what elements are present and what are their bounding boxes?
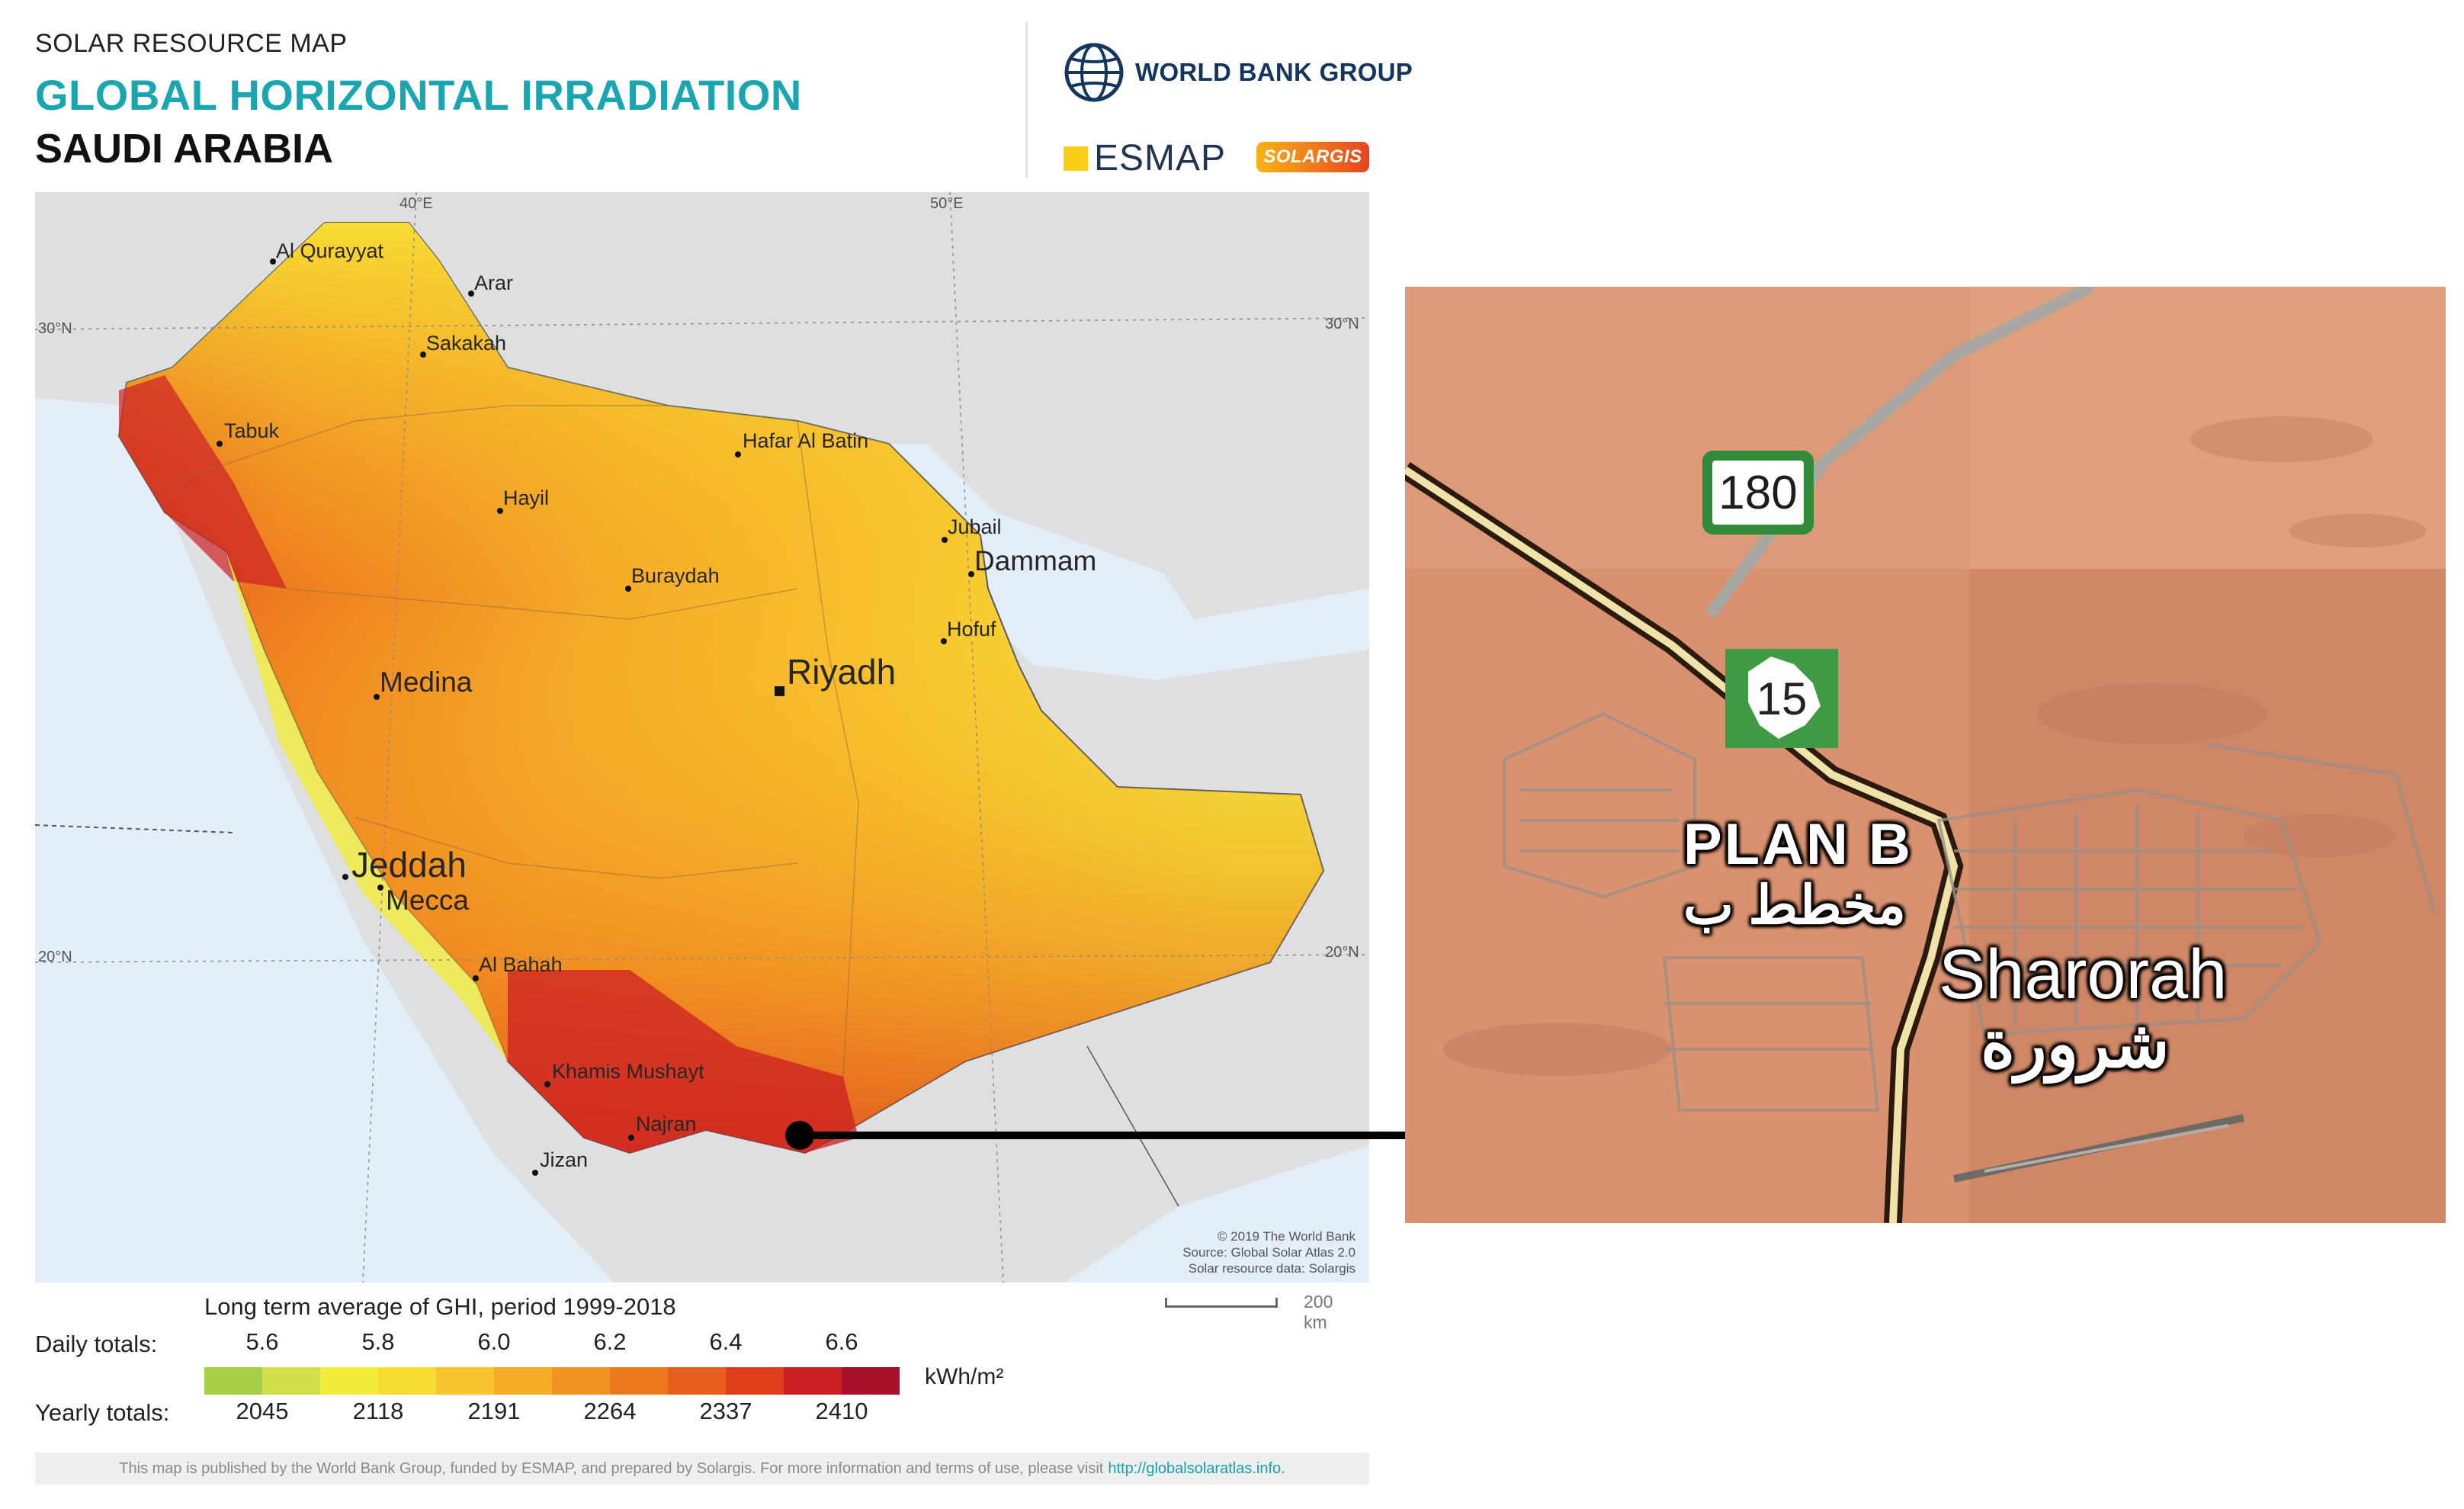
satellite-inset-map: 180 15 PLAN B مخطط ب Sharorah شرورة: [1405, 287, 2446, 1223]
city-khamis-mushayt: Khamis Mushayt: [552, 1060, 704, 1083]
coastal-plain: [226, 551, 508, 1061]
city-riyadh: Riyadh: [787, 652, 897, 692]
legend-swatch: [320, 1367, 378, 1395]
label-plan-b-arabic: مخطط ب: [1683, 875, 1906, 935]
label-plan-b: PLAN B: [1683, 812, 1913, 877]
legend-color-bar: [204, 1367, 900, 1395]
city-arar: Arar: [474, 271, 514, 294]
lat-label-30-left: 30°N: [38, 320, 72, 337]
persian-gulf: [858, 444, 1369, 680]
scale-bar-label: 200 km: [1304, 1292, 1333, 1332]
highway-15-number: 15: [1756, 673, 1808, 724]
map-title: GLOBAL HORIZONTAL IRRADIATION: [35, 71, 802, 119]
legend-swatch: [784, 1367, 842, 1395]
legend-daily-tick: 6.0: [477, 1328, 511, 1355]
header-divider: [1025, 21, 1028, 178]
arabian-sea: [1064, 1145, 1369, 1283]
city-al-qurayyat: Al Qurayyat: [276, 239, 384, 262]
city-sakakah: Sakakah: [426, 332, 507, 355]
highway-15-shield: 15: [1725, 649, 1838, 748]
hot-zone-southwest: [508, 970, 858, 1153]
solar-resource-map: 40°E 50°E 30°N 30°N 20°N 20°N Al Qurayya…: [35, 192, 1369, 1283]
legend-yearly-tick: 2118: [352, 1398, 404, 1424]
lat-label-20-right: 20°N: [1325, 944, 1359, 961]
map-graphic: [35, 192, 1369, 1283]
map-subtitle: SOLAR RESOURCE MAP: [35, 29, 348, 58]
legend-yearly-tick: 2045: [236, 1398, 289, 1424]
world-bank-text: WORLD BANK GROUP: [1135, 58, 1413, 86]
legend-daily-tick: 6.6: [825, 1328, 858, 1355]
legend-swatch: [726, 1367, 784, 1395]
legend-daily-tick: 5.6: [245, 1328, 279, 1355]
legend-daily-tick: 6.2: [593, 1328, 627, 1355]
legend-swatch: [262, 1367, 320, 1395]
city-tabuk: Tabuk: [224, 419, 280, 442]
lon-label-50: 50°E: [930, 195, 964, 212]
location-marker: [785, 1121, 814, 1150]
legend-unit: kWh/m²: [925, 1364, 1004, 1389]
solargis-logo: SOLARGIS: [1256, 142, 1369, 172]
esmap-logo: ESMAP: [1064, 137, 1226, 179]
label-sharorah: Sharorah: [1939, 936, 2228, 1013]
world-bank-logo: WORLD BANK GROUP: [1064, 38, 1413, 107]
legend-swatch: [552, 1367, 610, 1395]
esmap-square-icon: [1064, 146, 1088, 171]
city-mecca: Mecca: [386, 885, 469, 916]
legend-daily-tick: 5.8: [361, 1328, 395, 1355]
legend-yearly-tick: 2264: [583, 1398, 637, 1424]
legend-swatch: [204, 1367, 262, 1395]
city-najran: Najran: [636, 1112, 697, 1135]
city-jeddah: Jeddah: [351, 845, 467, 885]
lon-label-40: 40°E: [399, 195, 433, 212]
footer-link[interactable]: http://globalsolaratlas.info.: [1108, 1459, 1285, 1477]
legend-yearly-tick: 2410: [815, 1398, 868, 1424]
city-al-bahah: Al Bahah: [479, 953, 563, 976]
legend-yearly-tick: 2337: [699, 1398, 752, 1424]
city-hafar-al-batin: Hafar Al Batin: [743, 429, 869, 452]
globe-icon: [1064, 43, 1124, 102]
legend-yearly-tick: 2191: [467, 1398, 521, 1424]
solargis-text: SOLARGIS: [1263, 146, 1362, 167]
highway-180-shield: 180: [1702, 451, 1814, 535]
hot-zone-northwest: [119, 375, 287, 589]
legend-swatch: [494, 1367, 552, 1395]
satellite-imagery: [1405, 287, 2446, 1223]
legend-swatch: [436, 1367, 494, 1395]
footer-text: This map is published by the World Bank …: [119, 1459, 1104, 1477]
legend-yearly-label: Yearly totals:: [35, 1399, 170, 1426]
red-sea: [35, 398, 614, 1283]
city-hofuf: Hofuf: [947, 618, 996, 641]
city-jubail: Jubail: [948, 515, 1002, 538]
city-dammam: Dammam: [974, 545, 1097, 576]
lat-label-20-left: 20°N: [38, 949, 72, 965]
legend-swatch: [610, 1367, 668, 1395]
city-hayil: Hayil: [503, 486, 550, 509]
saudi-outline-icon: [1748, 657, 1821, 739]
city-medina: Medina: [380, 666, 473, 698]
lat-label-30-right: 30°N: [1325, 316, 1359, 332]
legend-swatch: [378, 1367, 436, 1395]
footer-note: This map is published by the World Bank …: [35, 1453, 1369, 1485]
legend-swatch: [668, 1367, 726, 1395]
label-sharorah-arabic: شرورة: [1981, 1008, 2170, 1081]
city-jizan: Jizan: [540, 1148, 589, 1171]
legend-daily-tick: 6.4: [709, 1328, 743, 1355]
esmap-text: ESMAP: [1094, 138, 1227, 178]
legend-daily-label: Daily totals:: [35, 1331, 158, 1357]
legend-caption: Long term average of GHI, period 1999-20…: [204, 1293, 676, 1320]
connector-line: [799, 1132, 1405, 1139]
map-credit: © 2019 The World Bank Source: Global Sol…: [1182, 1229, 1356, 1276]
city-buraydah: Buraydah: [631, 564, 720, 587]
legend-swatch: [842, 1367, 900, 1395]
country-name: SAUDI ARABIA: [35, 126, 333, 172]
highway-180-number: 180: [1718, 466, 1798, 519]
